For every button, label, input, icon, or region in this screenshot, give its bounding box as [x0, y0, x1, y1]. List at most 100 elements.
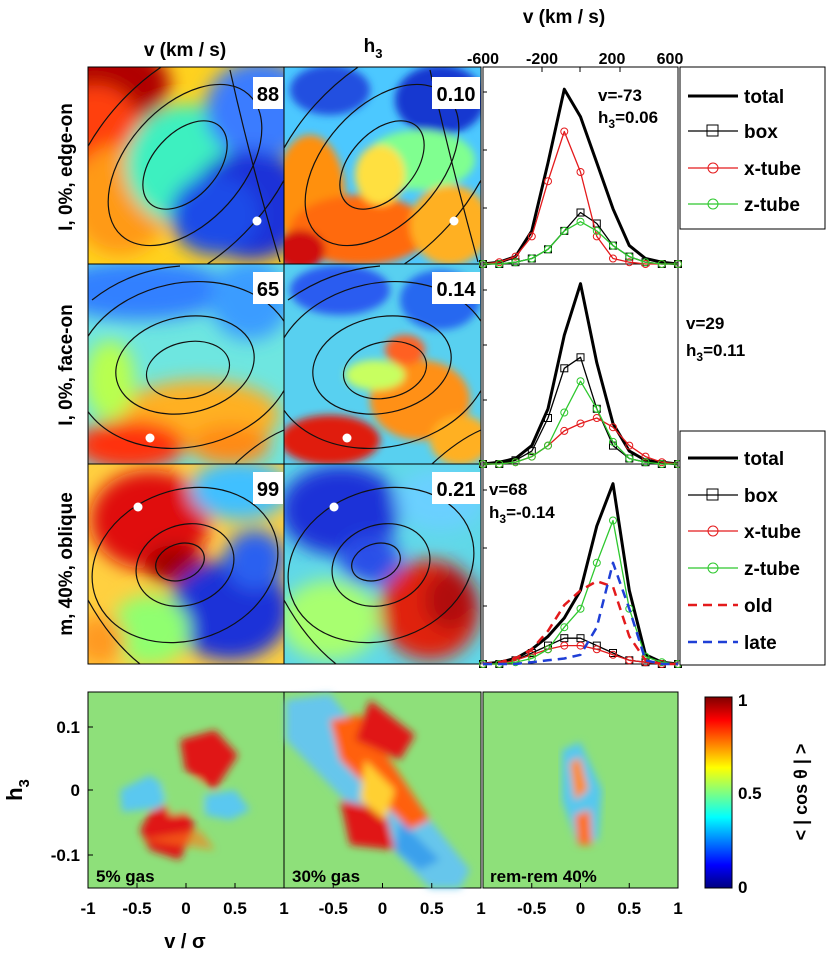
map-v-row1: [88, 264, 284, 464]
marker-dot-r2-h3: [329, 502, 339, 512]
badge-v-row0: 88: [253, 77, 283, 109]
losvd-line-p0-x-tube: [482, 130, 678, 265]
bottom-xlabel: v / σ: [164, 931, 206, 953]
losvd-marker-p0-x-tube-9: [625, 258, 634, 267]
losvd-marker-p2-x-tube-9: [625, 656, 634, 665]
losvd-marker-p0-z-tube-2: [511, 258, 520, 267]
losvd-marker-p0-x-tube-4: [544, 177, 552, 186]
bottom-panel-label-1: 30% gas: [292, 867, 360, 886]
map-v-row0: [88, 67, 284, 264]
losvd-marker-p0-z-tube-3: [527, 254, 536, 263]
svg-text:0.10: 0.10: [437, 84, 476, 106]
badge-h3-row1: 0.14: [432, 272, 480, 304]
annot-h3-row0-val: =0.06: [615, 108, 658, 127]
annot-h3-row2-h: h: [489, 503, 499, 522]
colorbar-label: < | cos θ | >: [791, 744, 811, 841]
annot-h3-row1-val: =0.11: [703, 341, 745, 360]
bottom-xticks: -1 -0.5 0 0.5 1 -0.5 0 0.5 1 -0.5 0 0.5 1: [80, 883, 683, 918]
annot-h3-row1-sub: 3: [696, 350, 703, 364]
losvd-marker-p1-x-tube-7: [592, 414, 601, 422]
bottom-panel-1: [283, 691, 482, 889]
row-label-0: I, 0%, edge-on: [56, 103, 77, 231]
losvd-ticks: [483, 67, 621, 607]
losvd-marker-p1-z-tube-9: [625, 454, 634, 463]
losvd-marker-p1-z-tube-5: [560, 408, 569, 417]
colorbar: [704, 696, 733, 889]
top-axis-label: v (km / s): [523, 7, 605, 28]
map-v-row2: [88, 464, 284, 664]
losvd-marker-p0-x-tube-2: [511, 252, 520, 261]
colorbar-tick-1: 1: [738, 691, 747, 710]
marker-dot-r0-v: [252, 216, 262, 226]
badge-v-row1: 65: [253, 272, 283, 304]
losvd-marker-p1-z-tube-2: [511, 458, 520, 467]
colorbar-tick-05: 0.5: [738, 784, 762, 803]
legend1-box: box: [744, 122, 778, 143]
losvd-marker-p0-x-tube-5: [560, 127, 569, 136]
losvd-marker-p1-z-tube-4: [544, 441, 552, 450]
bottom-ylabel-sub: 3: [16, 779, 33, 787]
map-h3-row1: [284, 264, 481, 464]
legend2-total: total: [744, 449, 784, 470]
losvd-marker-p1-z-tube-6: [576, 377, 585, 386]
badge-h3-row2: 0.21: [432, 472, 480, 504]
annot-h3-row2: h3=-0.14: [489, 503, 555, 526]
bottom-ylabel: h3: [2, 779, 33, 801]
top-tick-3: 600: [657, 51, 684, 68]
bottom-panel-2: [482, 691, 679, 889]
losvd-marker-p2-x-tube-8: [609, 650, 617, 659]
marker-dot-r0-h3: [449, 216, 459, 226]
badge-h3-row0: 0.10: [432, 77, 480, 109]
losvd-marker-p0-x-tube-7: [592, 232, 601, 241]
losvd-marker-p2-x-tube-6: [576, 641, 585, 650]
losvd-marker-p0-z-tube-11: [657, 260, 666, 268]
losvd-frame-row1: [482, 263, 679, 465]
annot-h3-row2-val: =-0.14: [506, 503, 555, 522]
badge-v-row2: 99: [253, 472, 283, 504]
losvd-marker-p1-box-6: [576, 353, 585, 362]
losvd-marker-p1-box-5: [560, 364, 569, 373]
annot-h3-row0-h: h: [598, 108, 608, 127]
svg-text:88: 88: [257, 84, 279, 106]
losvd-line-p2-z-tube: [483, 519, 679, 665]
losvd-marker-p2-x-tube-5: [560, 641, 569, 650]
bottom-xtick-0-1: -0.5: [122, 899, 151, 918]
marker-dot-r2-v: [133, 502, 143, 512]
legend1-xtube: x-tube: [744, 159, 801, 180]
bottom-xtick-1-2: 0: [378, 899, 387, 918]
marker-dot-r1-h3: [342, 433, 352, 443]
bottom-axis-ticks: [88, 726, 93, 856]
losvd-marker-p1-z-tube-7: [592, 404, 601, 413]
losvd-marker-p1-z-tube-3: [527, 452, 536, 461]
losvd-line-p2-late: [483, 561, 678, 666]
bottom-ytick-2: -0.1: [51, 846, 80, 865]
marker-dot-r1-v: [145, 433, 155, 443]
losvd-marker-p1-x-tube-6: [576, 419, 585, 428]
bottom-xtick-2-2: 0: [576, 899, 585, 918]
legend-1: total box x-tube z-tube: [679, 66, 826, 230]
losvd-marker-p0-z-tube-5: [560, 226, 569, 235]
losvd-marker-p1-x-tube-10: [641, 452, 650, 461]
svg-text:0.14: 0.14: [437, 279, 477, 301]
losvd-marker-p0-z-tube-12: [674, 260, 682, 268]
losvd-marker-p2-z-tube-6: [576, 604, 585, 613]
colorbar-tick-0: 0: [738, 878, 747, 897]
bottom-xtick-2-3: 0.5: [617, 899, 641, 918]
losvd-frame-row2: [482, 463, 679, 665]
losvd-line-p1-z-tube: [483, 380, 678, 465]
bottom-xtick-1-3: 0.5: [420, 899, 444, 918]
losvd-line-p0-z-tube: [483, 221, 678, 265]
contours-row1: [88, 265, 481, 464]
losvd-marker-p2-z-tube-7: [592, 558, 601, 567]
annot-h3-row0-sub: 3: [608, 117, 615, 131]
bottom-panel-0: [87, 691, 285, 889]
losvd-marker-p0-z-tube-8: [609, 241, 617, 250]
losvd-marker-p1-z-tube-10: [641, 458, 650, 467]
losvd-marker-p1-z-tube-1: [495, 460, 504, 468]
bottom-panel-label-0: 5% gas: [96, 867, 155, 886]
losvd-marker-p0-x-tube-3: [527, 232, 536, 241]
row-label-1: I, 0%, face-on: [56, 304, 77, 425]
bottom-xtick-0-3: 0.5: [223, 899, 247, 918]
losvd-series: [479, 87, 682, 668]
losvd-marker-p2-x-tube-7: [592, 645, 601, 654]
